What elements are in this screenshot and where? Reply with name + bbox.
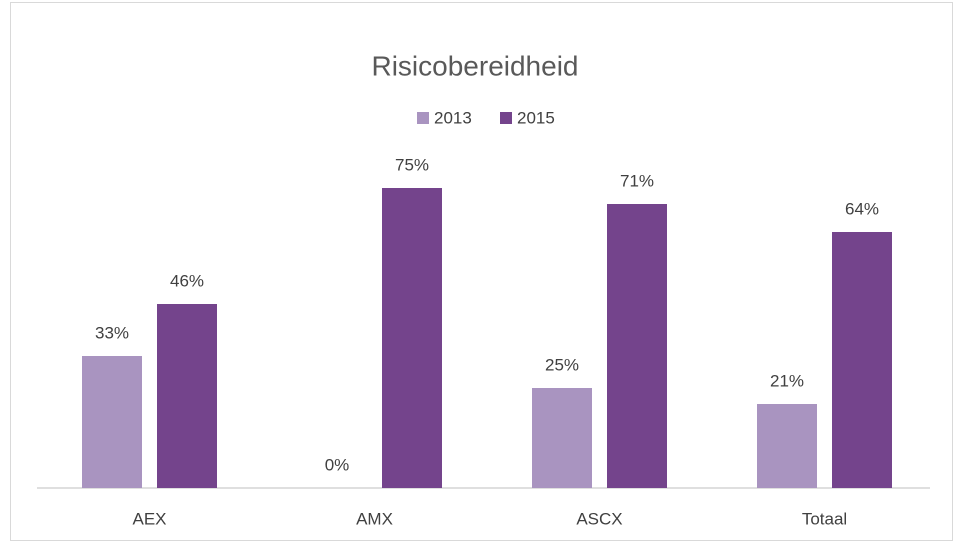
data-label: 64% xyxy=(845,199,879,218)
data-label: 21% xyxy=(770,371,804,390)
legend-swatch xyxy=(500,112,512,124)
legend-swatch xyxy=(417,112,429,124)
data-label: 71% xyxy=(620,171,654,190)
data-label: 0% xyxy=(325,455,350,474)
bar xyxy=(82,356,142,488)
x-tick-label: ASCX xyxy=(576,509,622,528)
legend-label: 2013 xyxy=(434,108,472,127)
data-label: 33% xyxy=(95,323,129,342)
bar xyxy=(757,404,817,488)
x-tick-label: AEX xyxy=(132,509,166,528)
bar xyxy=(832,232,892,488)
legend-label: 2015 xyxy=(517,108,555,127)
bar xyxy=(532,388,592,488)
bar xyxy=(382,188,442,488)
x-tick-label: AMX xyxy=(356,509,393,528)
x-tick-label: Totaal xyxy=(802,509,847,528)
data-label: 46% xyxy=(170,271,204,290)
chart-title: Risicobereidheid xyxy=(371,50,578,81)
data-label: 25% xyxy=(545,355,579,374)
bar xyxy=(607,204,667,488)
data-label: 75% xyxy=(395,155,429,174)
bar xyxy=(157,304,217,488)
